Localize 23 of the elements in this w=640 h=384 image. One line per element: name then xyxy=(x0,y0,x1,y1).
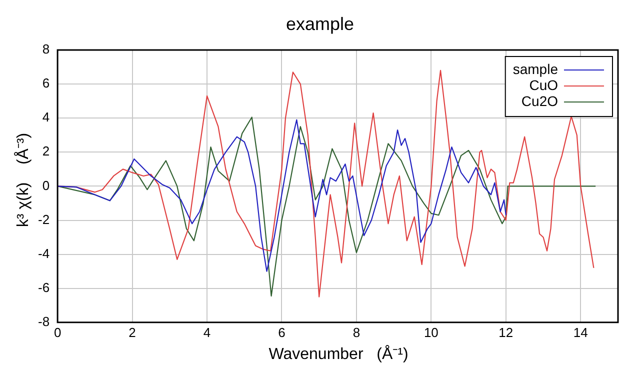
legend-label: sample xyxy=(512,60,558,77)
x-tick-label: 14 xyxy=(573,324,588,340)
x-tick-label: 12 xyxy=(498,324,514,340)
y-tick-label: -6 xyxy=(38,280,50,295)
y-tick-label: -4 xyxy=(38,246,50,261)
x-tick-label: 0 xyxy=(54,324,62,340)
legend-label: CuO xyxy=(529,76,558,93)
x-tick-label: 2 xyxy=(128,324,136,340)
y-tick-label: 6 xyxy=(42,76,50,91)
y-tick-label: 4 xyxy=(42,110,50,125)
chart-title: example xyxy=(284,14,356,35)
x-tick-label: 10 xyxy=(424,324,438,340)
y-tick-label: -8 xyxy=(38,314,50,329)
x-axis-title: Wavenumber (Å⁻¹) xyxy=(268,344,410,364)
y-tick-label: -2 xyxy=(38,212,50,227)
x-tick-label: 6 xyxy=(278,324,286,340)
y-axis-title: k³ χ(k) (Å⁻³) xyxy=(13,132,34,228)
y-tick-label: 2 xyxy=(42,144,50,159)
y-tick-label: 0 xyxy=(42,178,50,193)
y-tick-label: 8 xyxy=(42,42,50,57)
x-tick-label: 4 xyxy=(203,324,211,340)
x-tick-label: 8 xyxy=(352,324,360,340)
legend-label: Cu2O xyxy=(521,92,558,109)
